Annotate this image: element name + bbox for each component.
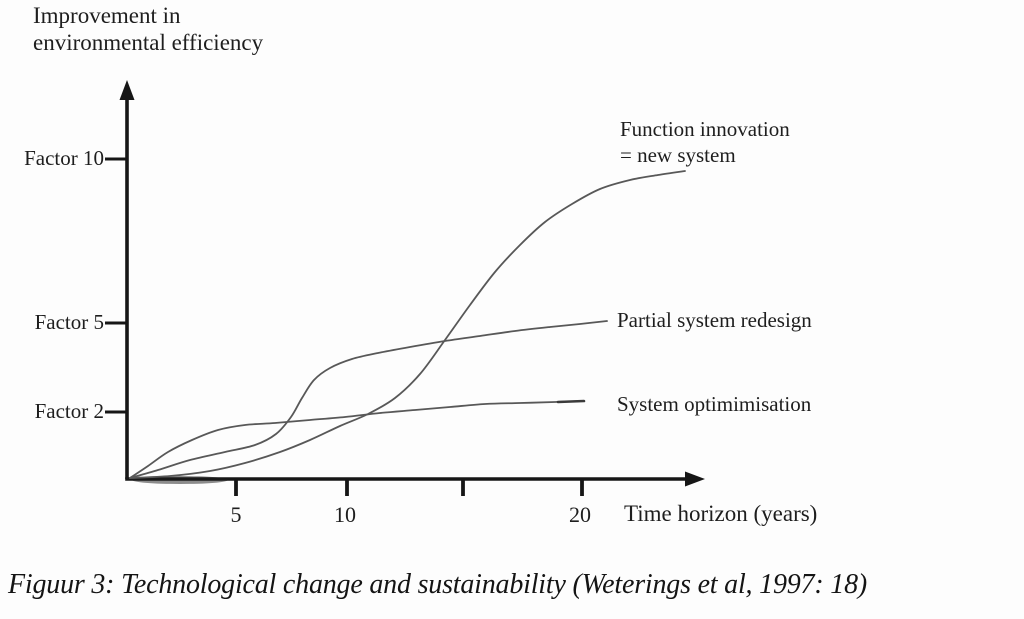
y-tick-label-factor-10: Factor 10 [24, 146, 104, 170]
system_optimisation-leader-dash [556, 399, 586, 404]
x-axis-arrowhead [685, 471, 705, 487]
x-tick-label-20: 20 [569, 502, 591, 527]
ink-smudge [132, 476, 228, 484]
series-label-system-optimisation: System optimimisation [617, 392, 812, 416]
series-label-partial-system-redesign: Partial system redesign [617, 308, 812, 332]
x-axis-title: Time horizon (years) [624, 501, 818, 526]
x-tick-label-5: 5 [230, 502, 242, 527]
y-tick-label-factor-2: Factor 2 [34, 399, 104, 423]
y-axis-arrowhead [119, 80, 135, 100]
y-axis-title-line1: Improvement in [33, 3, 181, 28]
figure-caption: Figuur 3: Technological change and susta… [8, 569, 867, 600]
curve-function_innovation [129, 170, 686, 479]
series-label-function-innovation-line1: Function innovation [620, 117, 790, 141]
series-label-function-innovation-line2: = new system [620, 143, 736, 167]
curve-system_optimisation [129, 400, 584, 479]
y-tick-label-factor-5: Factor 5 [34, 310, 104, 334]
chart-canvas [105, 80, 705, 496]
y-axis-title-line2: environmental efficiency [33, 30, 264, 55]
x-tick-label-10: 10 [334, 502, 356, 527]
curve-partial_system_redesign [129, 320, 608, 479]
